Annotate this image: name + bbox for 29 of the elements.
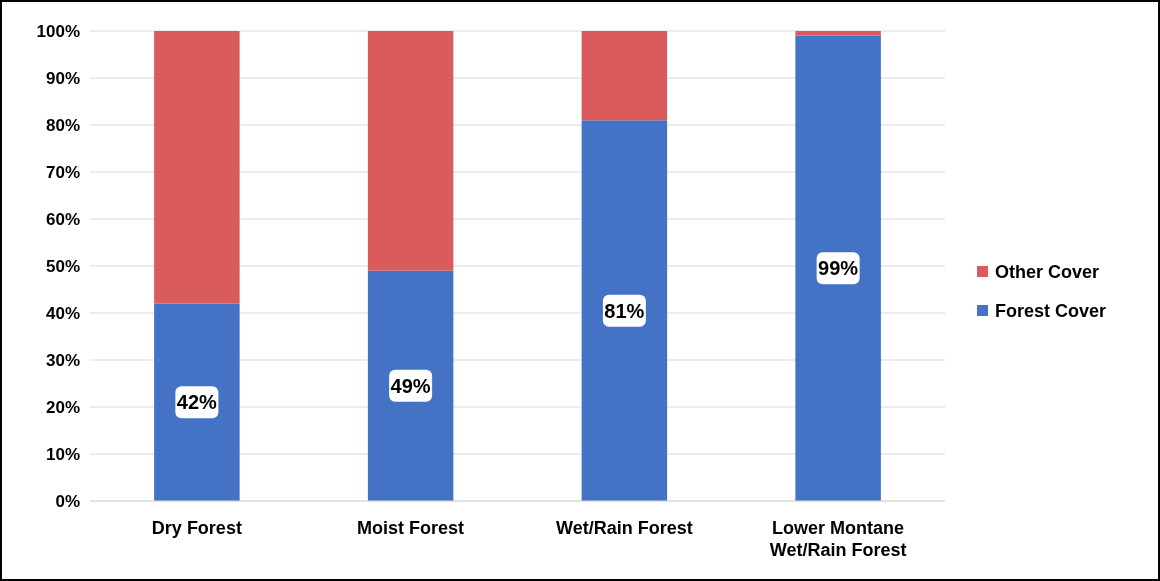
bar <box>154 31 240 304</box>
bar <box>367 31 454 271</box>
bar <box>581 31 668 121</box>
data-label: 81% <box>604 299 645 322</box>
data-label: 42% <box>176 391 218 414</box>
x-tick-label: Moist Forest <box>357 518 465 538</box>
y-tick-label: 10% <box>45 444 80 464</box>
x-tick-label: Lower Montane Wet/Rain Forest <box>769 518 907 560</box>
x-tick-label: Wet/Rain Forest <box>556 518 693 538</box>
bar <box>154 303 240 501</box>
data-label: 99% <box>818 257 859 280</box>
y-tick-label: 90% <box>45 68 80 88</box>
y-tick-label: 50% <box>45 256 80 276</box>
y-tick-label: 40% <box>45 303 80 323</box>
legend-label: Forest Cover <box>995 301 1107 321</box>
y-tick-label: 80% <box>45 115 80 135</box>
y-tick-label: 100% <box>36 21 80 41</box>
x-tick-label: Dry Forest <box>151 518 242 538</box>
y-tick-label: 0% <box>55 491 80 511</box>
y-tick-label: 20% <box>45 397 80 417</box>
bar <box>795 31 881 36</box>
y-tick-label: 70% <box>45 162 80 182</box>
bar <box>795 35 881 501</box>
bar <box>581 120 668 501</box>
y-tick-label: 30% <box>45 350 80 370</box>
y-tick-label: 60% <box>45 209 80 229</box>
bar <box>367 270 454 501</box>
legend-label: Other Cover <box>995 262 1100 282</box>
data-label: 49% <box>390 374 431 397</box>
